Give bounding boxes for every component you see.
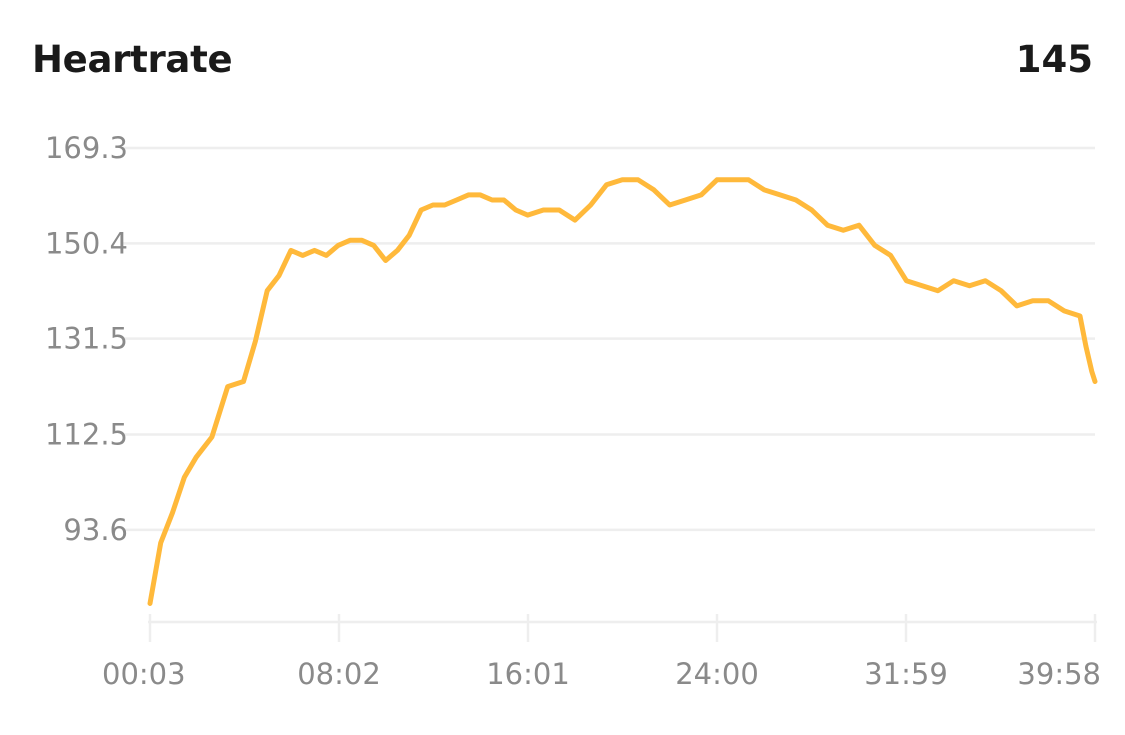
current-value: 145 [1015,38,1093,81]
y-tick-label: 93.6 [63,513,128,547]
y-tick-label: 169.3 [45,131,128,165]
x-tick-label: 24:00 [675,657,759,691]
x-tick-label: 16:01 [486,657,570,691]
chart-title: Heartrate [32,38,233,81]
chart-header: Heartrate 145 [32,38,1093,94]
x-tick-label: 08:02 [297,657,381,691]
x-tick-label: 39:58 [1017,657,1101,691]
x-tick-label: 31:59 [864,657,948,691]
y-tick-label: 112.5 [45,418,128,452]
x-tick-label: 00:03 [102,657,186,691]
y-tick-label: 131.5 [45,322,128,356]
heartrate-series-line [147,177,1098,606]
y-tick-label: 150.4 [45,226,128,260]
